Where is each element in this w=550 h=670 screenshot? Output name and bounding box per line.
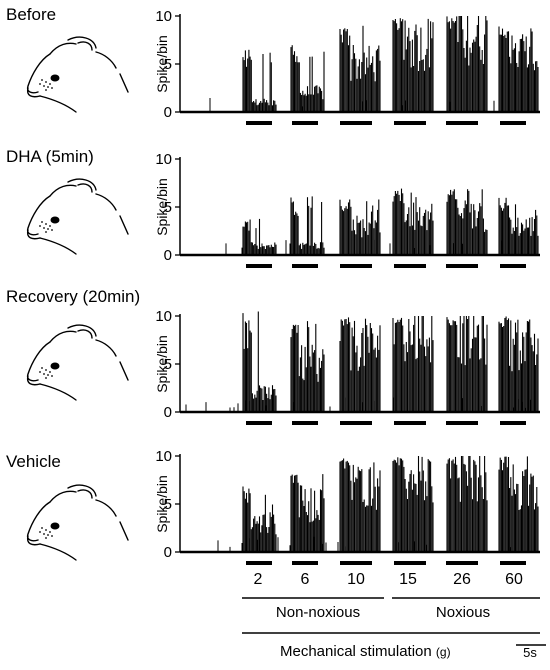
condition-label-vehicle: Vehicle bbox=[6, 452, 61, 471]
response-burst bbox=[339, 25, 381, 112]
stimulus-bar bbox=[340, 264, 372, 268]
y-tick-label: 0 bbox=[164, 544, 172, 561]
response-burst bbox=[446, 16, 488, 112]
y-tick-label: 5 bbox=[164, 56, 172, 73]
condition-label-before: Before bbox=[6, 5, 57, 24]
response-burst bbox=[339, 317, 381, 412]
y-tick-label: 10 bbox=[155, 151, 172, 168]
group-label-non-noxious: Non-noxious bbox=[275, 604, 361, 621]
force-label: 2 bbox=[254, 571, 263, 588]
response-burst bbox=[242, 218, 277, 255]
y-axis-label: Spike/bin bbox=[154, 35, 170, 93]
stimulus-bar bbox=[394, 421, 426, 425]
condition-label-recovery: Recovery (20min) bbox=[6, 287, 141, 306]
histogram-panel: 0 5 10 Spike/bin bbox=[154, 8, 540, 125]
histogram-panel: 0 5 10 Spike/bin bbox=[154, 448, 540, 565]
y-tick-label: 0 bbox=[164, 247, 172, 264]
force-label: 60 bbox=[505, 571, 523, 588]
rat-head-illustration bbox=[26, 178, 129, 255]
stimulus-bar bbox=[340, 121, 372, 125]
rat-head-illustration bbox=[26, 484, 129, 561]
y-tick-label: 10 bbox=[155, 448, 172, 465]
response-burst bbox=[392, 456, 434, 552]
y-axis-label: Spike/bin bbox=[154, 475, 170, 533]
histogram-panel: 0 5 10 Spike/bin bbox=[154, 151, 540, 268]
stimulus-bar bbox=[446, 264, 478, 268]
stimulus-bar bbox=[500, 561, 526, 565]
response-burst bbox=[242, 486, 277, 552]
response-burst bbox=[290, 196, 325, 255]
response-burst bbox=[339, 199, 381, 255]
stimulus-bar bbox=[246, 561, 272, 565]
response-burst bbox=[392, 188, 434, 255]
group-label-noxious: Noxious bbox=[435, 604, 491, 621]
force-label: 26 bbox=[453, 571, 471, 588]
stimulus-bar bbox=[446, 121, 478, 125]
stimulus-bar bbox=[446, 421, 478, 425]
response-burst bbox=[290, 45, 325, 112]
y-tick-label: 5 bbox=[164, 199, 172, 216]
stimulus-bar bbox=[500, 121, 526, 125]
y-tick-label: 10 bbox=[155, 8, 172, 25]
scale-bar-label: 5s bbox=[523, 645, 537, 660]
response-burst bbox=[242, 311, 277, 412]
stimulus-bar bbox=[394, 264, 426, 268]
response-burst bbox=[242, 49, 277, 112]
response-burst bbox=[446, 316, 488, 412]
histogram-panel: 0 5 10 Spike/bin bbox=[154, 308, 540, 425]
stimulus-bar bbox=[446, 561, 478, 565]
response-burst bbox=[446, 456, 488, 552]
response-burst bbox=[392, 18, 434, 112]
stimulus-bar bbox=[340, 421, 372, 425]
rat-head-illustration bbox=[26, 324, 129, 401]
stimulus-bar bbox=[292, 421, 318, 425]
stimulus-bar bbox=[394, 121, 426, 125]
x-axis-label: Mechanical stimulation (g) bbox=[280, 643, 451, 660]
response-burst bbox=[498, 26, 539, 112]
stimulus-bar bbox=[500, 421, 526, 425]
stimulus-bar bbox=[340, 561, 372, 565]
condition-label-dha: DHA (5min) bbox=[6, 147, 94, 166]
y-tick-label: 5 bbox=[164, 356, 172, 373]
response-burst bbox=[498, 197, 539, 255]
response-burst bbox=[290, 474, 325, 552]
stimulus-bar bbox=[292, 121, 318, 125]
x-axis-label-text: Mechanical stimulation bbox=[280, 643, 432, 660]
response-burst bbox=[498, 316, 539, 412]
response-burst bbox=[392, 316, 434, 412]
y-tick-label: 5 bbox=[164, 496, 172, 513]
force-label: 6 bbox=[301, 571, 310, 588]
y-axis-label: Spike/bin bbox=[154, 178, 170, 236]
response-burst bbox=[498, 456, 539, 552]
y-tick-label: 0 bbox=[164, 404, 172, 421]
force-label: 15 bbox=[399, 571, 417, 588]
stimulus-bar bbox=[292, 561, 318, 565]
y-axis-label: Spike/bin bbox=[154, 335, 170, 393]
y-tick-label: 0 bbox=[164, 104, 172, 121]
response-burst bbox=[290, 321, 325, 412]
stimulus-bar bbox=[292, 264, 318, 268]
x-axis-unit: (g) bbox=[435, 645, 451, 659]
response-burst bbox=[339, 458, 381, 552]
rat-head-illustration bbox=[26, 36, 129, 113]
stimulus-bar bbox=[246, 264, 272, 268]
y-tick-label: 10 bbox=[155, 308, 172, 325]
stimulus-bar bbox=[246, 121, 272, 125]
stimulus-bar bbox=[246, 421, 272, 425]
response-burst bbox=[446, 189, 488, 255]
stimulus-bar bbox=[500, 264, 526, 268]
stimulus-bar bbox=[394, 561, 426, 565]
force-label: 10 bbox=[347, 571, 365, 588]
